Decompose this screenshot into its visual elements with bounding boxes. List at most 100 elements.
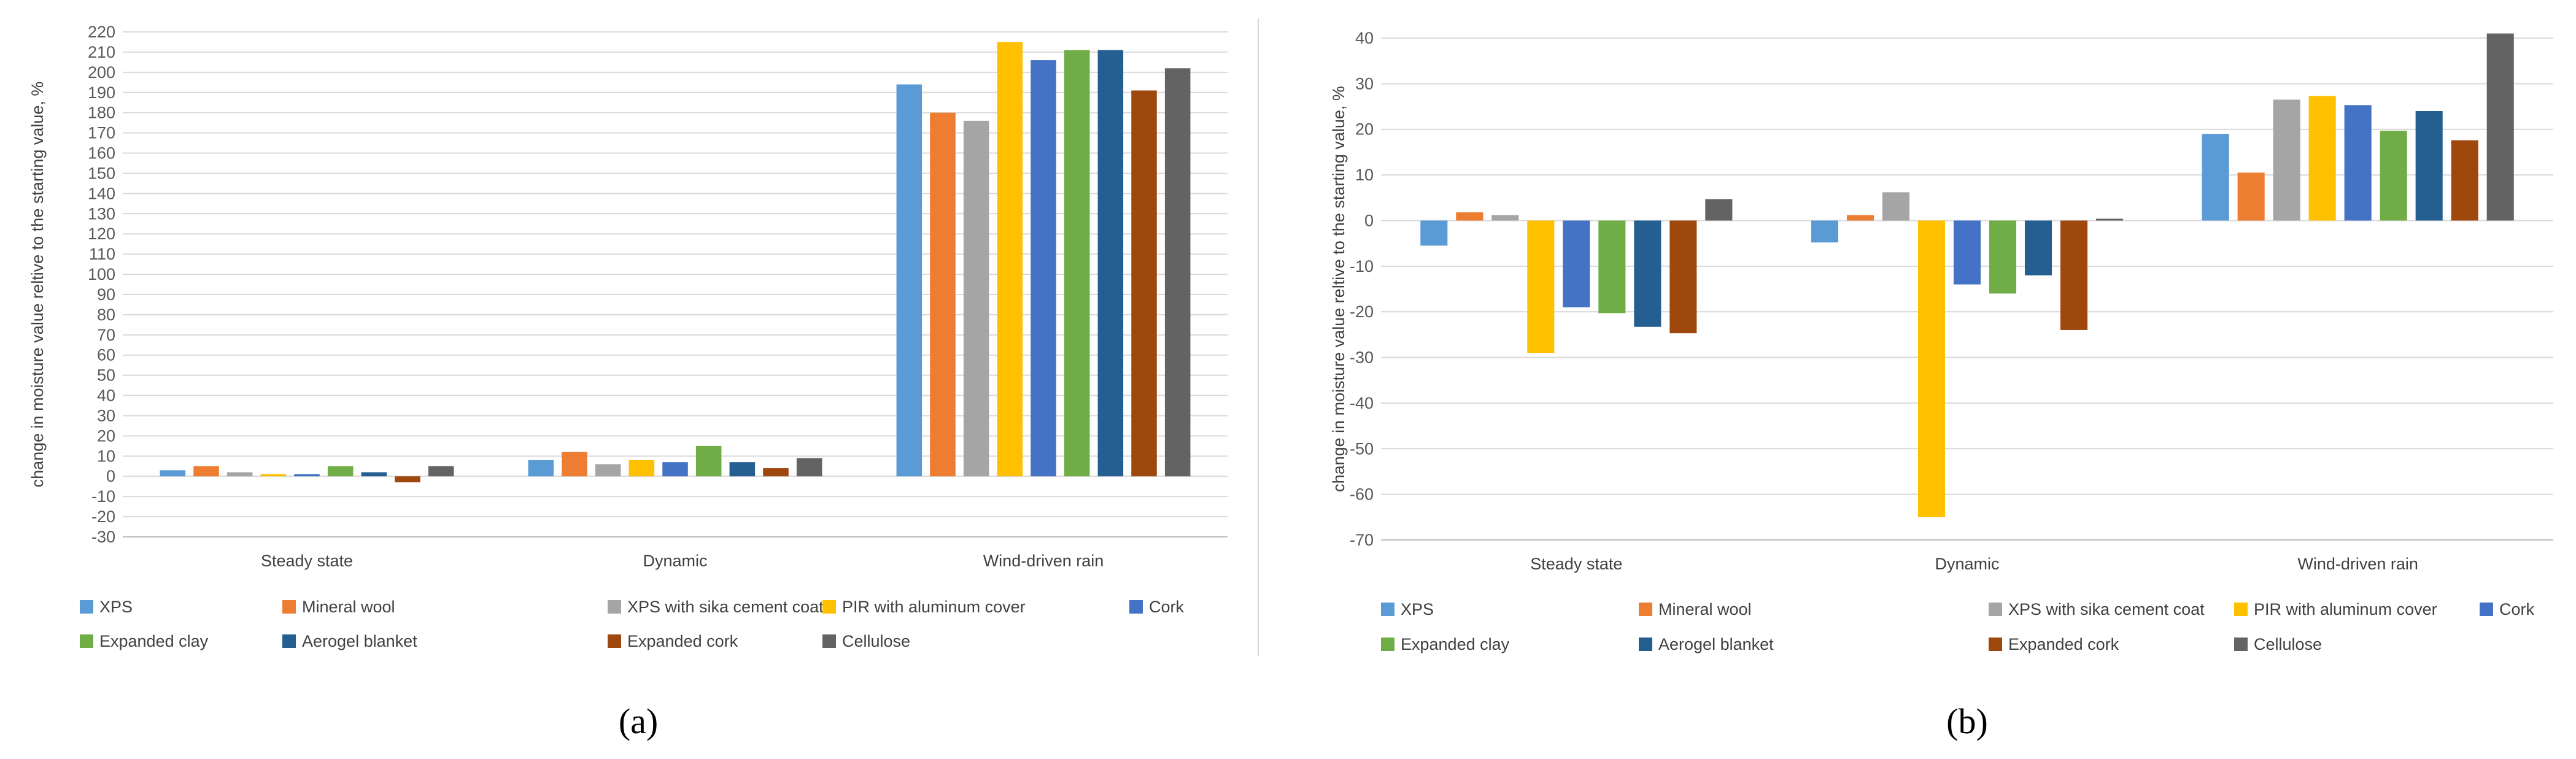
legend-swatch <box>80 634 93 648</box>
bar <box>1097 50 1124 477</box>
y-tick-label: 10 <box>1355 166 1374 184</box>
y-tick-label: 100 <box>88 265 115 283</box>
bar <box>2486 33 2514 221</box>
bar <box>2024 220 2052 275</box>
bar <box>562 452 587 477</box>
y-tick-label: -60 <box>1350 485 1374 504</box>
bar <box>763 468 789 477</box>
bar <box>796 458 822 477</box>
bar <box>1491 215 1519 221</box>
legend-label: PIR with aluminum cover <box>842 598 1026 616</box>
bar <box>1420 220 1448 246</box>
y-tick-label: 150 <box>88 164 115 182</box>
chart-panel-b: -70 -60 -50 -40 -30 -20 -10 0 10 20 30 40 change in … <box>1329 29 2553 741</box>
x-category-label: Dynamic <box>1935 555 1999 573</box>
legend-swatch <box>822 600 836 614</box>
bar <box>1527 220 1555 353</box>
y-tick-label: -30 <box>91 528 115 546</box>
bar <box>1882 192 1910 221</box>
y-tick-label: 160 <box>88 144 115 163</box>
y-tick-label: 50 <box>97 366 115 385</box>
legend-label: Cork <box>1149 598 1185 616</box>
bar <box>361 472 387 477</box>
y-tick-label: 30 <box>97 406 115 425</box>
legend-label: Cellulose <box>842 632 910 650</box>
x-category-label: Wind-driven rain <box>983 552 1104 570</box>
legend-swatch <box>1129 600 1143 614</box>
legend-swatch <box>282 634 296 648</box>
y-tick-label: 110 <box>89 245 115 263</box>
y-tick-label: 70 <box>97 326 115 344</box>
bar <box>1064 50 1090 477</box>
legend-label: PIR with aluminum cover <box>2254 600 2437 618</box>
bar <box>2202 134 2229 221</box>
panel-label: (a) <box>619 701 658 741</box>
legend-label: Aerogel blanket <box>1658 635 1774 653</box>
bar <box>193 466 219 477</box>
bar <box>997 42 1023 477</box>
legend-swatch <box>1381 638 1394 651</box>
bar <box>1846 215 1874 221</box>
bar <box>1598 220 1626 314</box>
y-tick-label: 60 <box>97 346 115 364</box>
bar <box>428 466 454 477</box>
x-category-label: Wind-driven rain <box>2297 555 2418 573</box>
y-tick-label: 80 <box>97 306 115 324</box>
legend-swatch <box>608 634 621 648</box>
y-tick-label: 200 <box>88 63 115 82</box>
bar <box>1669 220 1697 334</box>
bar <box>1131 90 1157 477</box>
legend-label: Cork <box>2499 600 2535 618</box>
bar <box>963 120 989 477</box>
bar <box>528 460 554 477</box>
y-tick-label: 0 <box>106 467 115 485</box>
legend-label: Expanded cork <box>2008 635 2119 653</box>
bar <box>1953 220 1981 285</box>
legend-label: Expanded clay <box>99 632 209 650</box>
legend-label: Mineral wool <box>1658 600 1752 618</box>
legend-swatch <box>282 600 296 614</box>
y-tick-label: 130 <box>88 204 115 223</box>
bar <box>2308 96 2336 221</box>
bar <box>2095 218 2124 221</box>
legend-swatch <box>1989 603 2002 616</box>
y-axis-label: change in moisture value reltive to the … <box>28 82 47 488</box>
y-tick-label: 140 <box>88 184 115 202</box>
y-tick-label: 90 <box>97 285 115 304</box>
bar <box>2415 110 2443 221</box>
bar <box>327 466 354 477</box>
y-tick-label: -70 <box>1350 531 1374 549</box>
legend-swatch <box>2234 603 2248 616</box>
x-category-label: Dynamic <box>643 552 707 570</box>
y-tick-label: 0 <box>1364 211 1374 229</box>
bar <box>595 464 621 477</box>
bar <box>1456 212 1483 221</box>
y-tick-label: 30 <box>1355 74 1374 93</box>
bar <box>2380 130 2407 221</box>
legend-label: Cellulose <box>2254 635 2322 653</box>
y-tick-label: 40 <box>1355 29 1374 47</box>
y-axis-label: change in moisture value reltive to the … <box>1329 86 1348 492</box>
bar <box>2273 99 2300 221</box>
bar <box>1989 220 2017 294</box>
bar <box>2344 105 2372 221</box>
bar <box>1705 199 1733 221</box>
legend-label: XPS <box>99 598 133 616</box>
legend-label: XPS <box>1401 600 1434 618</box>
x-category-label: Steady state <box>1530 555 1622 573</box>
bar <box>160 470 186 477</box>
y-tick-label: -10 <box>1350 257 1374 275</box>
y-tick-label: -40 <box>1350 394 1374 412</box>
legend-label: Expanded cork <box>627 632 738 650</box>
bar <box>1917 220 1946 517</box>
legend-swatch <box>822 634 836 648</box>
bar <box>1811 220 1839 243</box>
y-tick-label: -20 <box>91 507 115 526</box>
y-tick-label: 10 <box>97 447 115 465</box>
bar <box>629 460 655 477</box>
bar <box>2451 140 2478 221</box>
y-tick-label: -50 <box>1350 439 1374 458</box>
y-tick-label: 220 <box>88 23 115 41</box>
